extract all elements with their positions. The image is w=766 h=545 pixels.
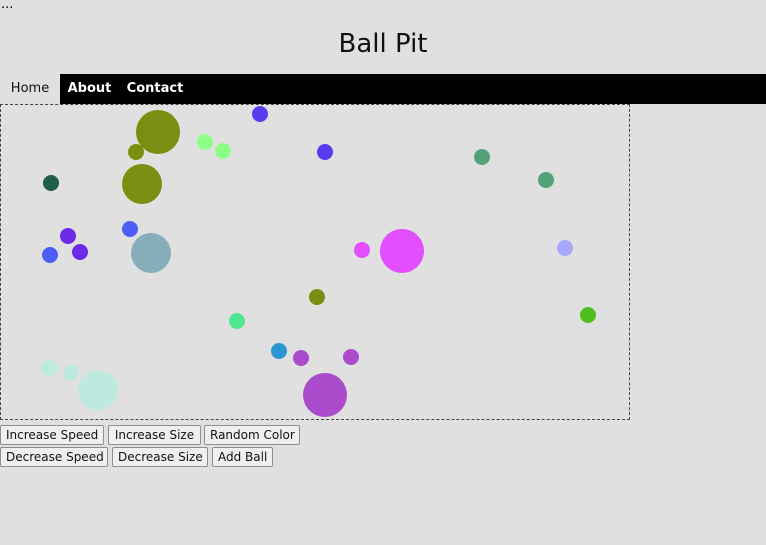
add-ball-button[interactable]: Add Ball	[212, 447, 273, 467]
ball	[128, 144, 144, 160]
ball	[60, 228, 76, 244]
ball	[380, 229, 424, 273]
increase-size-button[interactable]: Increase Size	[108, 425, 201, 445]
ellipsis-text: ...	[1, 0, 14, 12]
ball	[343, 349, 359, 365]
ball	[229, 313, 245, 329]
ball	[63, 365, 79, 381]
ball	[78, 370, 118, 410]
page-title: Ball Pit	[338, 29, 428, 59]
decrease-size-button[interactable]: Decrease Size	[112, 447, 208, 467]
nav-item-home[interactable]: Home	[0, 74, 60, 104]
ball	[41, 360, 57, 376]
ball	[215, 143, 231, 159]
ball	[293, 350, 309, 366]
ball	[252, 106, 268, 122]
ball	[474, 149, 490, 165]
ball	[317, 144, 333, 160]
ball	[122, 164, 162, 204]
ball	[271, 343, 287, 359]
nav-item-contact[interactable]: Contact	[126, 81, 184, 96]
random-color-button[interactable]: Random Color	[204, 425, 300, 445]
ball	[309, 289, 325, 305]
ball	[580, 307, 596, 323]
increase-speed-button[interactable]: Increase Speed	[0, 425, 104, 445]
ball	[197, 134, 213, 150]
ball	[122, 221, 138, 237]
ball	[42, 247, 58, 263]
ball	[72, 244, 88, 260]
ball	[303, 373, 347, 417]
ball	[136, 110, 180, 154]
ball	[538, 172, 554, 188]
ball-pit-canvas	[0, 104, 630, 420]
decrease-speed-button[interactable]: Decrease Speed	[0, 447, 108, 467]
ball	[131, 233, 171, 273]
ball	[354, 242, 370, 258]
nav-bar: Home About Contact	[0, 74, 766, 104]
ball	[557, 240, 573, 256]
ball	[43, 175, 59, 191]
nav-item-about[interactable]: About	[67, 81, 112, 96]
